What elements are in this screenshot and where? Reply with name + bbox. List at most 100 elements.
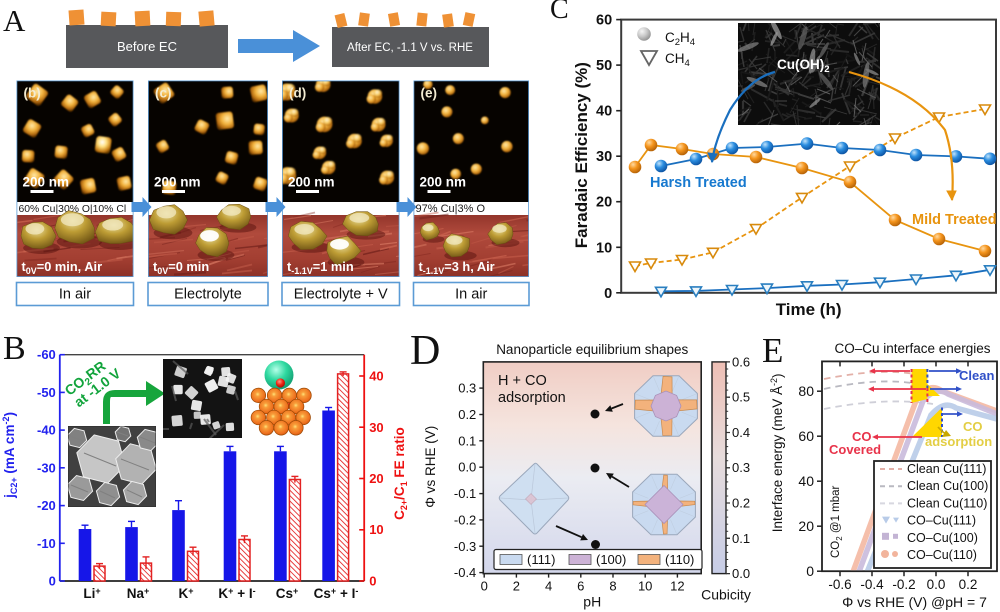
svg-text:Covered: Covered [829, 442, 881, 457]
svg-text:(100): (100) [596, 552, 626, 567]
svg-text:2: 2 [513, 579, 520, 594]
svg-text:After EC, -1.1 V vs. RHE: After EC, -1.1 V vs. RHE [347, 42, 473, 54]
svg-text:200 nm: 200 nm [288, 175, 335, 190]
svg-text:(e): (e) [421, 86, 438, 101]
svg-text:0.2: 0.2 [732, 496, 750, 511]
svg-text:80: 80 [798, 383, 814, 399]
svg-text:Electrolyte: Electrolyte [174, 287, 242, 303]
svg-text:60: 60 [798, 428, 814, 444]
svg-text:Clean Cu(110): Clean Cu(110) [907, 496, 987, 510]
svg-text:97% Cu|3% O: 97% Cu|3% O [416, 203, 486, 215]
svg-text:0: 0 [806, 563, 814, 579]
svg-text:0.1: 0.1 [458, 433, 476, 448]
svg-text:Cubicity: Cubicity [701, 587, 751, 603]
svg-text:-0.4: -0.4 [860, 577, 884, 592]
svg-text:12: 12 [670, 579, 684, 594]
svg-text:Before EC: Before EC [117, 39, 177, 54]
svg-text:0.5: 0.5 [732, 390, 750, 405]
svg-text:C2H4: C2H4 [665, 30, 695, 48]
svg-text:0: 0 [49, 574, 56, 589]
svg-text:CO–Cu(100): CO–Cu(100) [907, 531, 978, 545]
svg-text:Φ vs RHE (V): Φ vs RHE (V) [423, 426, 438, 508]
svg-text:H + CO: H + CO [498, 373, 547, 389]
svg-text:-0.3: -0.3 [454, 539, 476, 554]
svg-text:-0.4: -0.4 [454, 565, 476, 580]
svg-text:Interface energy (meV Å-2): Interface energy (meV Å-2) [769, 373, 785, 532]
svg-text:Clean Cu(100): Clean Cu(100) [907, 479, 988, 493]
svg-text:Mild Treated: Mild Treated [912, 212, 997, 228]
svg-text:6: 6 [577, 579, 584, 594]
svg-text:Time (h): Time (h) [776, 300, 842, 319]
svg-text:-0.2: -0.2 [892, 577, 915, 592]
svg-text:0.2: 0.2 [458, 407, 476, 422]
svg-text:K+: K+ [178, 586, 193, 601]
svg-text:0.6: 0.6 [732, 354, 750, 369]
svg-text:-50: -50 [37, 385, 56, 400]
svg-text:CO–Cu interface energies: CO–Cu interface energies [834, 341, 990, 356]
svg-text:CO2 @1 mbar: CO2 @1 mbar [830, 485, 844, 558]
svg-text:t0V=0 min, Air: t0V=0 min, Air [22, 259, 103, 276]
svg-text:CO: CO [852, 429, 872, 444]
svg-text:10: 10 [369, 522, 383, 537]
svg-text:Cs+ + I-: Cs+ + I- [314, 586, 359, 601]
svg-text:0.0: 0.0 [458, 460, 476, 475]
svg-text:10: 10 [638, 579, 652, 594]
svg-text:-60: -60 [37, 347, 56, 362]
svg-text:20: 20 [798, 518, 814, 534]
svg-text:0: 0 [481, 579, 488, 594]
svg-text:60: 60 [596, 13, 612, 29]
svg-text:Φ vs RHE (V) @pH = 7: Φ vs RHE (V) @pH = 7 [842, 594, 987, 610]
svg-text:Faradaic Efficiency (%): Faradaic Efficiency (%) [572, 62, 591, 248]
svg-text:30: 30 [369, 420, 383, 435]
svg-text:-10: -10 [37, 536, 56, 551]
svg-text:CO: CO [963, 419, 983, 434]
svg-text:8: 8 [609, 579, 616, 594]
svg-text:200 nm: 200 nm [23, 175, 70, 190]
svg-text:Li+: Li+ [83, 586, 100, 601]
svg-text:0: 0 [369, 574, 376, 589]
svg-text:40: 40 [369, 369, 383, 384]
svg-text:0.0: 0.0 [927, 577, 946, 592]
svg-text:-40: -40 [37, 423, 56, 438]
svg-text:Cs+: Cs+ [276, 586, 299, 601]
svg-text:In air: In air [455, 287, 487, 303]
svg-text:Electrolyte + V: Electrolyte + V [294, 287, 388, 303]
svg-text:Clean: Clean [959, 368, 994, 383]
svg-text:200 nm: 200 nm [154, 175, 201, 190]
svg-text:10: 10 [596, 240, 612, 256]
svg-text:Na+: Na+ [127, 586, 150, 601]
svg-text:Nanoparticle equilibrium shape: Nanoparticle equilibrium shapes [496, 342, 688, 357]
svg-text:pH: pH [583, 594, 601, 610]
svg-text:Clean Cu(111): Clean Cu(111) [907, 462, 986, 476]
svg-text:50: 50 [596, 58, 612, 74]
svg-text:20: 20 [369, 471, 383, 486]
svg-text:-0.1: -0.1 [454, 486, 476, 501]
svg-text:CH4: CH4 [665, 51, 690, 69]
svg-text:0.2: 0.2 [959, 577, 978, 592]
svg-text:(b): (b) [24, 86, 41, 101]
svg-text:Harsh Treated: Harsh Treated [650, 175, 747, 191]
svg-text:200 nm: 200 nm [420, 175, 467, 190]
svg-text:adsorption: adsorption [925, 434, 992, 449]
svg-text:In air: In air [59, 287, 91, 303]
svg-text:jC2+ (mA cm-2): jC2+ (mA cm-2) [1, 412, 19, 499]
svg-text:4: 4 [545, 579, 552, 594]
svg-text:K+ + I-: K+ + I- [218, 586, 255, 601]
svg-text:(d): (d) [289, 86, 306, 101]
svg-text:adsorption: adsorption [498, 390, 566, 406]
svg-text:-30: -30 [37, 460, 56, 475]
svg-text:0.3: 0.3 [732, 460, 750, 475]
svg-text:20: 20 [596, 195, 612, 211]
svg-text:0: 0 [604, 286, 612, 302]
svg-text:(c): (c) [155, 86, 172, 101]
svg-text:0.3: 0.3 [458, 381, 476, 396]
svg-text:0.4: 0.4 [732, 425, 750, 440]
svg-text:0.1: 0.1 [732, 531, 750, 546]
svg-text:-20: -20 [37, 498, 56, 513]
svg-text:40: 40 [596, 104, 612, 120]
svg-text:C2+/C1 FE ratio: C2+/C1 FE ratio [392, 427, 409, 520]
svg-text:-0.6: -0.6 [828, 577, 851, 592]
svg-text:60% Cu|30% O|10% Cl: 60% Cu|30% O|10% Cl [19, 204, 127, 215]
svg-text:40: 40 [798, 473, 814, 489]
svg-text:Cu(OH)2: Cu(OH)2 [777, 57, 830, 75]
